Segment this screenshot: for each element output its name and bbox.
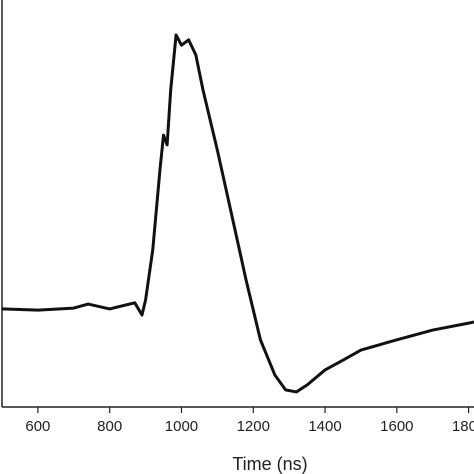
x-tick-label: 1800	[452, 418, 474, 435]
x-tick-label: 1200	[237, 418, 270, 435]
x-tick-label: 800	[97, 418, 122, 435]
x-tick-label: 1000	[165, 418, 198, 435]
x-tick-label: 600	[25, 418, 50, 435]
data-line	[1, 33, 474, 394]
x-tick-label: 1400	[308, 418, 341, 435]
x-axis-label: Time (ns)	[232, 454, 307, 474]
x-tick-label: 1600	[380, 418, 413, 435]
